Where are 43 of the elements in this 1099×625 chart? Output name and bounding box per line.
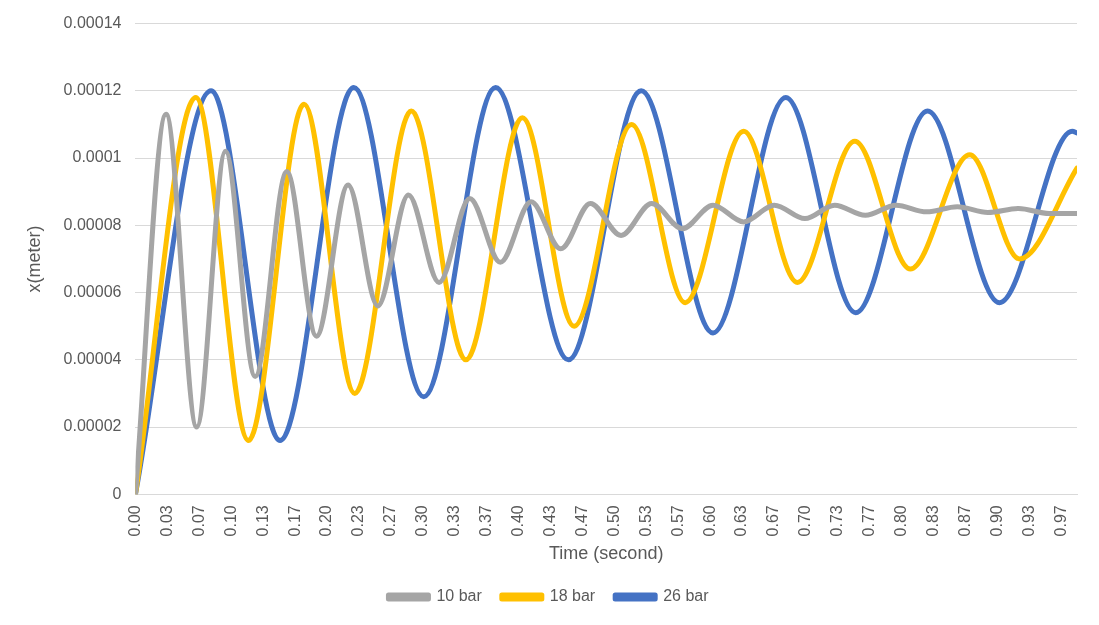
x-tick-label: 0.53: [636, 505, 654, 537]
y-tick-label: 0.0001: [72, 148, 122, 166]
y-tick-label: 0.00004: [63, 350, 122, 368]
y-axis-title: x(meter): [23, 225, 44, 293]
x-tick-label: 0.93: [1019, 505, 1037, 537]
x-tick-label: 0.97: [1051, 505, 1069, 537]
x-tick-label: 0.67: [764, 505, 782, 537]
x-tick-label: 0.30: [413, 505, 431, 537]
x-tick-label: 0.37: [477, 505, 495, 537]
x-tick-label: 0.20: [317, 505, 335, 537]
x-tick-label: 0.47: [572, 505, 590, 537]
y-tick-label: 0.00006: [63, 282, 122, 300]
legend-label: 26 bar: [663, 587, 710, 605]
x-tick-label: 0.80: [892, 505, 910, 537]
y-tick-label: 0: [112, 484, 122, 502]
y-tick-label: 0.00008: [63, 215, 122, 233]
x-tick-label: 0.77: [860, 505, 878, 537]
x-tick-label: 0.87: [956, 505, 974, 537]
x-tick-label: 0.03: [157, 505, 175, 537]
x-tick-label: 0.13: [253, 505, 271, 537]
x-tick-label: 0.07: [189, 505, 207, 537]
x-tick-label: 0.40: [508, 505, 526, 537]
legend-label: 18 bar: [549, 587, 596, 605]
x-tick-label: 0.00: [125, 505, 143, 537]
y-tick-label: 0.00002: [63, 417, 122, 435]
x-tick-label: 0.57: [668, 505, 686, 537]
x-tick-label: 0.17: [285, 505, 303, 537]
x-tick-label: 0.33: [445, 505, 463, 537]
x-tick-label: 0.70: [796, 505, 814, 537]
legend-label: 10 bar: [436, 587, 483, 605]
x-tick-label: 0.27: [381, 505, 399, 537]
x-tick-label: 0.23: [349, 505, 367, 537]
x-tick-label: 0.50: [604, 505, 622, 537]
x-tick-label: 0.90: [987, 505, 1005, 537]
x-tick-label: 0.73: [828, 505, 846, 537]
x-axis-title: Time (second): [549, 543, 664, 564]
y-tick-label: 0.00014: [63, 14, 122, 32]
x-tick-label: 0.63: [732, 505, 750, 537]
x-tick-label: 0.43: [540, 505, 558, 537]
x-tick-label: 0.10: [221, 505, 239, 537]
y-tick-label: 0.00012: [63, 81, 122, 99]
x-tick-label: 0.60: [700, 505, 718, 537]
x-tick-label: 0.83: [924, 505, 942, 537]
